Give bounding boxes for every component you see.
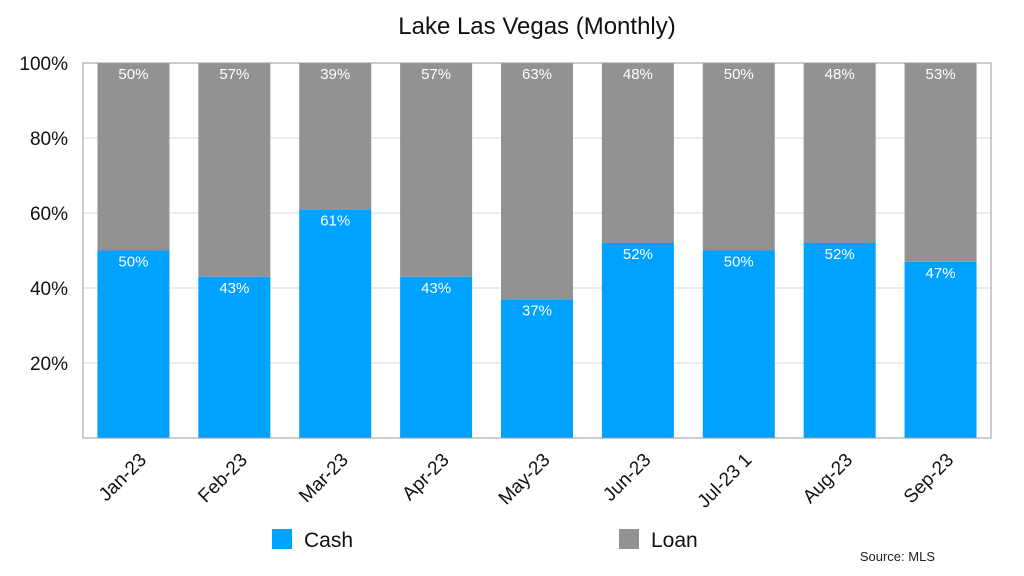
data-label-loan: 50% [118,66,148,83]
x-axis-ticks: Jan-23 Feb-23 Mar-23 Apr-23 May-23 Jun-23 Jul-… [95,450,958,513]
y-tick-label: 20% [30,354,68,375]
x-tick-label: Apr-23 [398,450,453,505]
data-label-loan: 63% [522,66,552,83]
plot-border [82,62,992,439]
y-tick-label: 80% [30,129,68,150]
data-label-cash: 61% [320,212,350,229]
data-label-cash: 50% [118,254,148,271]
data-label-loan: 50% [724,66,754,83]
bar-loan [702,63,775,251]
legend: Cash Loan [272,529,698,552]
bar-loan [904,63,977,262]
bar-cash [803,243,876,438]
legend-label-loan: Loan [651,529,698,552]
bar-loan [400,63,473,277]
x-tick-label: Jan-23 [95,450,151,506]
bar-cash [904,261,977,438]
data-label-cash: 52% [825,246,855,263]
data-label-cash: 37% [522,302,552,319]
x-tick-label: Aug-23 [799,450,857,508]
bars: 50% 50% 43% 57% 61% 39% 43% 57% 37% 63% 52% 48% 50% 5… [97,63,977,438]
data-label-loan: 57% [421,66,451,83]
x-tick-label: Feb-23 [194,450,251,507]
data-label-loan: 53% [926,66,956,83]
source-note: Source: MLS [860,549,935,564]
data-label-loan: 48% [825,66,855,83]
bar-cash [299,209,372,438]
x-tick-label: Jun-23 [599,450,655,506]
x-tick-label: Jul-23 1 [694,450,757,513]
data-label-loan: 39% [320,66,350,83]
bar-cash [501,299,573,438]
bar-loan [97,63,170,251]
bar-loan [803,63,876,243]
data-label-cash: 47% [926,265,956,282]
bar-loan [198,63,271,277]
bar-loan [601,63,674,243]
data-label-cash: 50% [724,254,754,271]
data-label-loan: 57% [219,66,249,83]
data-label-cash: 43% [219,280,249,297]
data-label-loan: 48% [623,66,653,83]
y-tick-label: 60% [30,204,68,225]
bar-cash [97,250,170,438]
bar-loan [299,63,372,210]
data-label-cash: 43% [421,280,451,297]
bar-cash [601,243,674,438]
bar-cash [400,276,473,438]
legend-swatch-cash [272,529,292,549]
x-tick-label: Sep-23 [900,450,958,508]
plot-frame [82,62,992,439]
y-axis-ticks: 20% 40% 60% 80% 100% [19,54,68,375]
chart-title: Lake Las Vegas (Monthly) [398,13,676,40]
data-label-cash: 52% [623,246,653,263]
x-tick-label: May-23 [495,450,555,510]
legend-label-cash: Cash [304,529,353,552]
y-tick-label: 100% [19,54,68,75]
bar-cash [198,276,271,438]
x-tick-label: Mar-23 [295,450,352,507]
y-tick-label: 40% [30,279,68,300]
legend-swatch-loan [619,529,639,549]
bar-cash [702,250,775,438]
bar-loan [501,63,573,300]
